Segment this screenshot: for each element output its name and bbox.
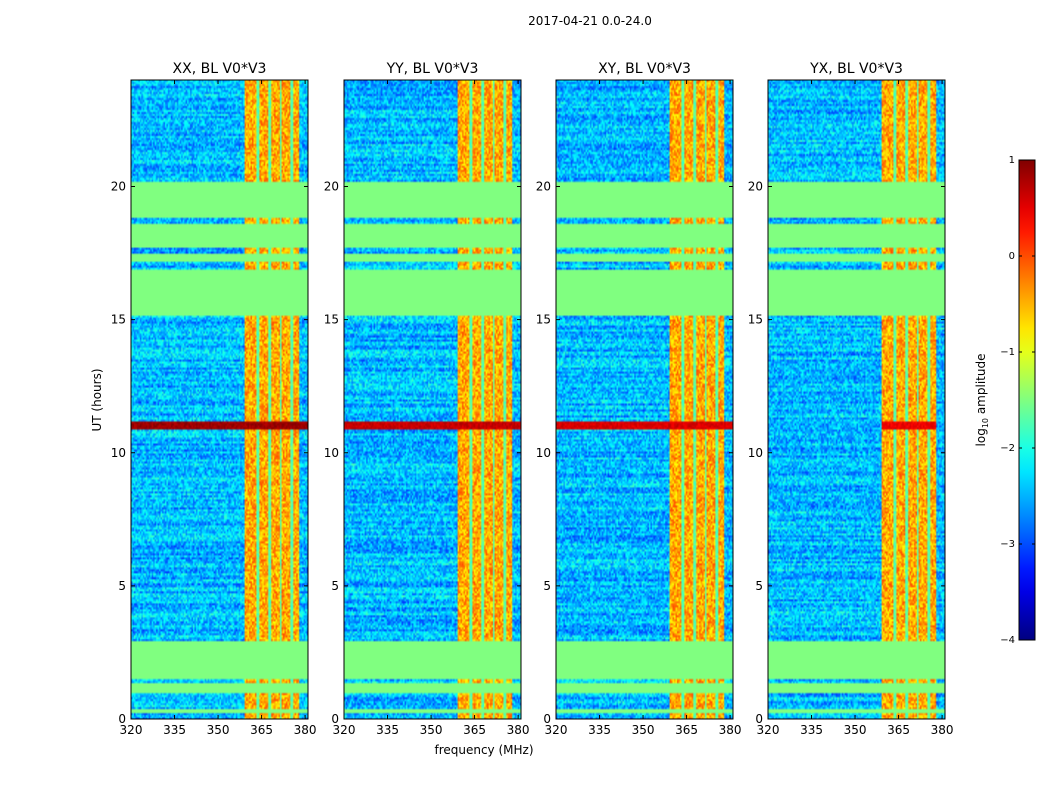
spectrogram-image [131,80,308,719]
y-tick-label: 0 [755,712,763,726]
plot-frame [555,79,734,720]
x-tick-label: 320 [545,723,568,737]
x-tick-label: 380 [931,723,954,737]
colorbar-tick-label: −3 [1000,539,1015,550]
panel-yy: YY, BL V0*V3 320 335 350 365 380 0 5 10 15 20 [324,61,530,737]
x-tick-label: 335 [163,723,186,737]
y-tick-label: 0 [118,712,126,726]
figure-title: 2017-04-21 0.0-24.0 [528,14,652,28]
x-tick-label: 365 [250,723,273,737]
panel-title: XY, BL V0*V3 [598,61,691,77]
y-tick-label: 15 [536,313,551,327]
y-tick-label: 15 [111,313,126,327]
x-tick-label: 365 [675,723,698,737]
y-tick-label: 5 [543,579,551,593]
plot-frame [130,79,309,720]
colorbar-gradient [1019,160,1035,640]
y-tick-label: 5 [331,579,339,593]
colorbar-label-prefix: log [973,428,988,447]
x-tick-label: 335 [376,723,399,737]
y-tick-label: 20 [536,180,551,194]
panel-xx: XX, BL V0*V3 320 335 350 365 380 0 5 10 15 20 [111,61,317,737]
colorbar-frame [1018,159,1036,641]
x-tick-label: 335 [800,723,823,737]
panel-title: YY, BL V0*V3 [386,61,479,77]
spectrogram-image [768,80,945,719]
y-tick-label: 5 [755,579,763,593]
x-tick-label: 335 [588,723,611,737]
spectrogram-image [556,80,733,719]
x-tick-label: 380 [507,723,530,737]
y-tick-label: 0 [331,712,339,726]
spectrogram-image [344,80,521,719]
y-tick-label: 20 [324,180,339,194]
colorbar: 1 0 −1 −2 −3 −4 [1000,155,1036,646]
x-tick-label: 350 [420,723,443,737]
y-tick-label: 20 [748,180,763,194]
plot-frame [343,79,522,720]
y-tick-label: 15 [324,313,339,327]
colorbar-label-sub: 10 [981,417,991,429]
colorbar-tick-label: −4 [1000,635,1015,646]
colorbar-tick-label: 0 [1009,251,1015,262]
y-tick-label: 10 [536,446,551,460]
y-tick-label: 20 [111,180,126,194]
panel-title: YX, BL V0*V3 [809,61,903,77]
y-tick-label: 5 [118,579,126,593]
colorbar-tick-label: −1 [1000,347,1015,358]
colorbar-label-suffix: amplitude [973,353,988,418]
panel-xy: XY, BL V0*V3 320 335 350 365 380 0 5 10 15 20 [536,61,742,737]
x-tick-label: 320 [757,723,780,737]
x-tick-label: 350 [844,723,867,737]
x-tick-label: 365 [463,723,486,737]
x-tick-label: 380 [719,723,742,737]
x-tick-label: 350 [207,723,230,737]
colorbar-tick-label: −2 [1000,443,1015,454]
colorbar-tick-label: 1 [1009,155,1015,166]
x-tick-label: 320 [333,723,356,737]
panel-title: XX, BL V0*V3 [173,61,267,77]
x-tick-label: 320 [120,723,143,737]
x-tick-label: 380 [294,723,317,737]
colorbar-label: log10 amplitude [974,354,990,447]
y-tick-label: 10 [324,446,339,460]
y-tick-label: 10 [748,446,763,460]
y-axis-label: UT (hours) [90,368,104,432]
y-tick-label: 0 [543,712,551,726]
x-axis-label: frequency (MHz) [434,743,534,757]
y-tick-label: 15 [748,313,763,327]
y-tick-label: 10 [111,446,126,460]
plot-frame [767,79,946,720]
panel-yx: YX, BL V0*V3 320 335 350 365 380 0 5 10 15 20 [748,61,954,737]
x-tick-label: 365 [887,723,910,737]
x-tick-label: 350 [632,723,655,737]
